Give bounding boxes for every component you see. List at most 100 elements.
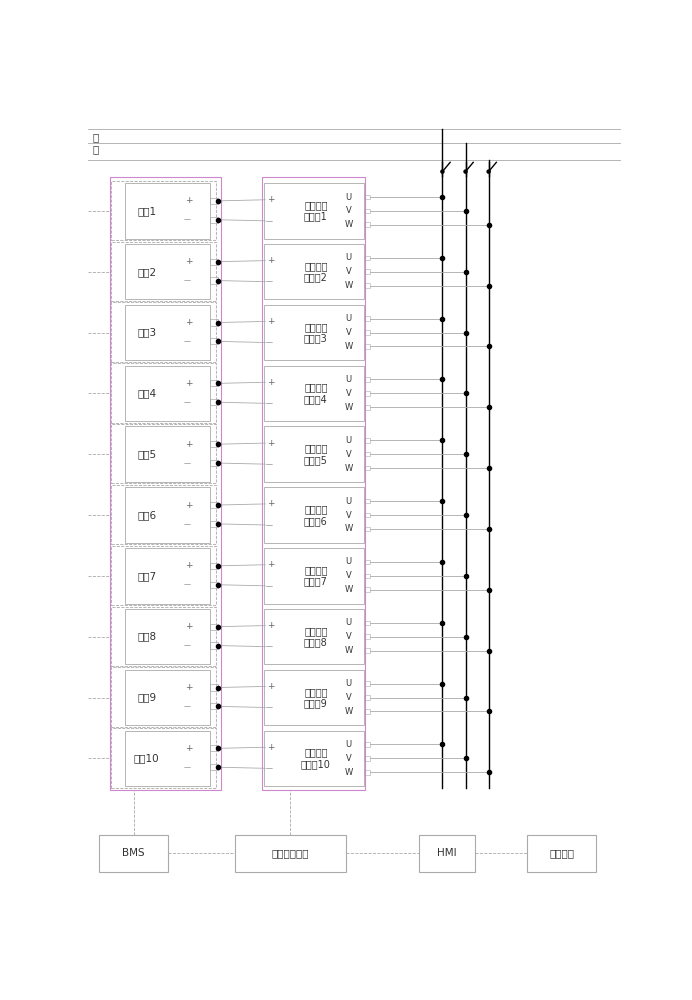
Text: 协调控制单元: 协调控制单元 — [271, 848, 309, 858]
Text: 电池4: 电池4 — [137, 388, 156, 398]
Bar — [264, 548, 364, 604]
Bar — [210, 745, 217, 751]
Bar — [210, 703, 217, 709]
Bar — [125, 183, 210, 239]
Text: 储能变流
器模块10: 储能变流 器模块10 — [301, 748, 331, 769]
Text: U: U — [345, 497, 352, 506]
Bar — [364, 499, 370, 503]
Text: —: — — [183, 338, 190, 344]
Bar — [264, 426, 364, 482]
Bar — [364, 709, 370, 714]
Text: 电
网: 电 网 — [92, 132, 98, 154]
Bar — [210, 338, 217, 344]
Bar — [125, 366, 210, 421]
Bar — [364, 634, 370, 639]
Text: W: W — [345, 585, 353, 594]
Bar — [264, 183, 364, 239]
Text: —: — — [266, 400, 273, 406]
Text: V: V — [345, 693, 352, 702]
Bar — [364, 513, 370, 517]
Bar — [264, 670, 364, 725]
Text: W: W — [345, 646, 353, 655]
Text: 电池6: 电池6 — [137, 510, 156, 520]
Bar — [125, 670, 210, 725]
Bar — [210, 563, 217, 569]
Bar — [110, 177, 221, 790]
Bar — [210, 624, 217, 630]
Text: V: V — [345, 267, 352, 276]
Bar — [419, 835, 475, 872]
Bar — [364, 770, 370, 774]
Text: —: — — [183, 399, 190, 405]
Text: —: — — [266, 583, 273, 589]
Text: U: U — [345, 740, 352, 749]
Bar — [364, 527, 370, 531]
Bar — [111, 667, 216, 727]
Text: 电池5: 电池5 — [137, 449, 156, 459]
Circle shape — [464, 170, 467, 173]
Bar — [210, 399, 217, 405]
Bar — [527, 835, 597, 872]
Text: +: + — [267, 378, 275, 387]
Text: 储能变流
器模块6: 储能变流 器模块6 — [304, 504, 328, 526]
Text: W: W — [345, 464, 353, 473]
Text: U: U — [345, 375, 352, 384]
Text: —: — — [266, 704, 273, 710]
Text: —: — — [183, 764, 190, 770]
Bar — [210, 380, 217, 386]
Text: W: W — [345, 403, 353, 412]
Text: +: + — [267, 743, 275, 752]
Bar — [210, 521, 217, 527]
Bar — [210, 319, 217, 326]
Bar — [210, 684, 217, 691]
Bar — [364, 587, 370, 592]
Text: V: V — [345, 571, 352, 580]
Text: +: + — [267, 317, 275, 326]
Bar — [364, 256, 370, 260]
Bar — [364, 405, 370, 410]
Text: 储能变流
器模块9: 储能变流 器模块9 — [304, 687, 328, 708]
Bar — [111, 181, 216, 240]
Text: V: V — [345, 511, 352, 520]
Text: +: + — [185, 501, 192, 510]
Text: —: — — [183, 582, 190, 588]
Bar — [364, 222, 370, 227]
Bar — [364, 681, 370, 686]
Bar — [264, 487, 364, 543]
Text: —: — — [266, 522, 273, 528]
Bar — [364, 756, 370, 761]
Bar — [364, 283, 370, 288]
Bar — [111, 485, 216, 544]
Bar — [364, 438, 370, 443]
Text: +: + — [185, 196, 192, 205]
Bar — [125, 548, 210, 604]
Text: V: V — [345, 754, 352, 763]
Bar — [99, 835, 168, 872]
Text: —: — — [183, 703, 190, 709]
Text: W: W — [345, 281, 353, 290]
Text: —: — — [183, 521, 190, 527]
Text: +: + — [267, 621, 275, 630]
Text: V: V — [345, 328, 352, 337]
Bar — [125, 426, 210, 482]
Bar — [264, 609, 364, 664]
Bar — [364, 466, 370, 470]
Bar — [210, 460, 217, 466]
Bar — [111, 424, 216, 483]
Bar — [364, 742, 370, 747]
Text: 电池8: 电池8 — [137, 632, 156, 642]
Bar — [210, 259, 217, 265]
Bar — [364, 195, 370, 199]
Bar — [364, 452, 370, 456]
Text: V: V — [345, 632, 352, 641]
Text: U: U — [345, 618, 352, 627]
Circle shape — [441, 170, 444, 173]
Text: +: + — [185, 683, 192, 692]
Text: —: — — [266, 644, 273, 650]
Text: +: + — [267, 195, 275, 204]
Text: +: + — [267, 682, 275, 691]
Text: 电池10: 电池10 — [134, 753, 160, 763]
Bar — [364, 648, 370, 653]
Text: U: U — [345, 557, 352, 566]
Bar — [210, 502, 217, 508]
